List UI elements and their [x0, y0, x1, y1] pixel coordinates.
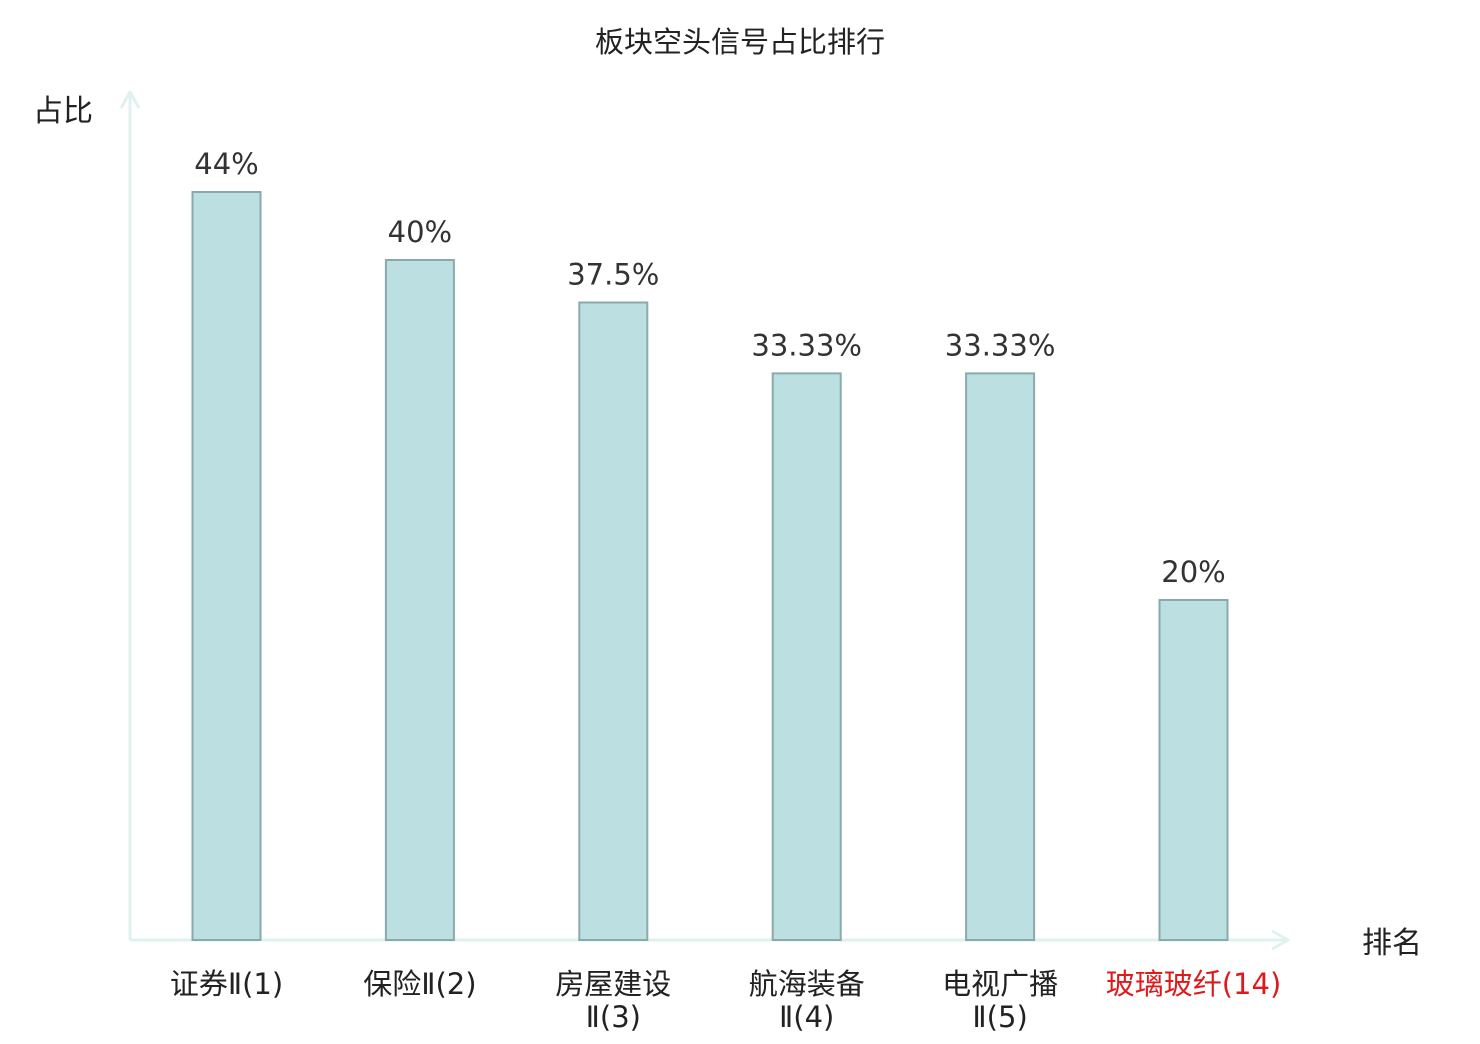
value-label-5: 33.33% [945, 328, 1056, 362]
category-label-line: 房屋建设 [555, 967, 671, 1001]
x-axis-label: 排名 [1362, 926, 1422, 961]
category-label-6: 玻璃玻纤(14) [1106, 967, 1282, 1001]
category-label-line: Ⅱ(3) [586, 1000, 641, 1034]
value-labels: 44% 40% 37.5% 33.33% 33.33% 20% [194, 147, 1225, 589]
category-label-line: Ⅱ(5) [972, 1000, 1027, 1034]
category-label-2: 保险Ⅱ(2) [363, 967, 476, 1001]
value-label-2: 40% [388, 215, 452, 249]
axes [119, 90, 1290, 951]
category-label-line: 证券Ⅱ(1) [170, 967, 283, 1001]
x-axis-arrow-icon [1271, 929, 1290, 951]
bar-4 [771, 372, 842, 941]
category-label-line: 电视广播 [942, 967, 1058, 1001]
bar-1 [191, 191, 262, 941]
value-label-1: 44% [194, 147, 258, 181]
y-axis-arrow-icon [119, 90, 141, 109]
bar-2 [384, 259, 455, 941]
category-label-4: 航海装备 Ⅱ(4) [749, 967, 865, 1034]
category-label-line: 保险Ⅱ(2) [363, 967, 476, 1001]
value-label-4: 33.33% [751, 328, 862, 362]
category-label-line: 航海装备 [749, 967, 865, 1001]
value-label-6: 20% [1161, 555, 1225, 589]
bar-6 [1158, 599, 1229, 941]
category-label-1: 证券Ⅱ(1) [170, 967, 283, 1001]
bars [191, 191, 1229, 941]
bar-3 [578, 301, 649, 941]
category-label-5: 电视广播 Ⅱ(5) [942, 967, 1058, 1034]
bar-5 [965, 372, 1036, 941]
value-label-3: 37.5% [567, 258, 659, 292]
category-label-line: Ⅱ(4) [779, 1000, 834, 1034]
category-label-line: 玻璃玻纤(14) [1106, 967, 1282, 1001]
category-label-3: 房屋建设 Ⅱ(3) [555, 967, 671, 1034]
chart-title: 板块空头信号占比排行 [595, 25, 885, 59]
y-axis-label: 占比 [33, 94, 93, 129]
category-labels: 证券Ⅱ(1) 保险Ⅱ(2) 房屋建设 Ⅱ(3) 航海装备 Ⅱ(4) 电视广播 Ⅱ(5) 玻璃玻纤… [170, 967, 1281, 1034]
